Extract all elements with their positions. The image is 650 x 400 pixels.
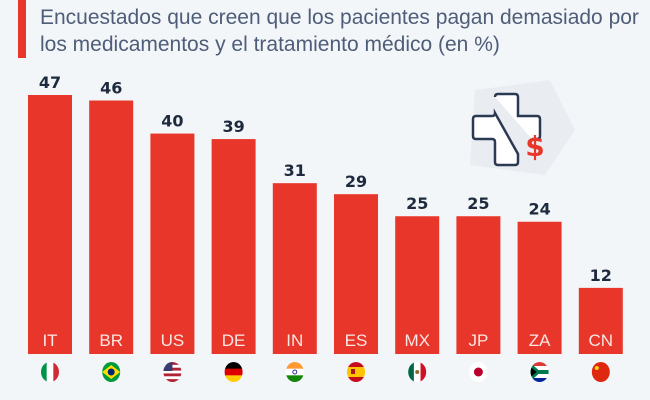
germany-flag-icon bbox=[224, 362, 243, 382]
value-label: 29 bbox=[345, 172, 367, 191]
value-label: 39 bbox=[222, 117, 244, 136]
category-label: ES bbox=[345, 331, 368, 350]
category-label: BR bbox=[99, 331, 123, 350]
south-africa-flag-icon bbox=[530, 362, 549, 382]
category-label: ZA bbox=[529, 331, 551, 350]
medical-cross-dollar-icon: $ bbox=[470, 80, 575, 175]
italy-flag-icon bbox=[41, 362, 59, 382]
bar-US bbox=[150, 133, 195, 354]
bar-DE bbox=[211, 139, 256, 354]
value-label: 46 bbox=[100, 79, 122, 98]
mexico-flag-icon bbox=[408, 362, 427, 382]
bar-ZA bbox=[517, 221, 562, 354]
brazil-flag-icon bbox=[102, 362, 121, 382]
bar-MX bbox=[395, 216, 440, 354]
bar-ES bbox=[334, 194, 378, 354]
bar-IN bbox=[272, 183, 317, 354]
usa-flag-icon bbox=[163, 362, 182, 382]
value-label: 24 bbox=[528, 200, 550, 219]
category-label: IT bbox=[42, 331, 57, 350]
bar-BR bbox=[89, 100, 134, 354]
value-label: 25 bbox=[406, 194, 428, 213]
value-label: 47 bbox=[39, 73, 61, 92]
japan-flag-icon bbox=[469, 362, 488, 382]
india-flag-icon bbox=[285, 362, 304, 382]
category-label: DE bbox=[222, 331, 246, 350]
category-label: US bbox=[161, 331, 185, 350]
bar-JP bbox=[456, 216, 501, 354]
value-label: 25 bbox=[467, 194, 489, 213]
dollar-sign-icon: $ bbox=[525, 130, 544, 163]
bar-IT bbox=[28, 95, 72, 354]
value-label: 12 bbox=[590, 266, 612, 285]
category-label: MX bbox=[404, 331, 430, 350]
spain-flag-icon bbox=[347, 362, 365, 382]
value-label: 40 bbox=[161, 112, 183, 131]
title-accent-bar bbox=[18, 0, 26, 58]
chart-title: Encuestados que creen que los pacientes … bbox=[40, 6, 639, 56]
category-label: JP bbox=[468, 331, 488, 350]
category-label: CN bbox=[589, 331, 614, 350]
bar-CN bbox=[578, 287, 623, 354]
category-label: IN bbox=[286, 331, 303, 350]
value-label: 31 bbox=[284, 161, 306, 180]
china-flag-icon bbox=[591, 362, 610, 382]
